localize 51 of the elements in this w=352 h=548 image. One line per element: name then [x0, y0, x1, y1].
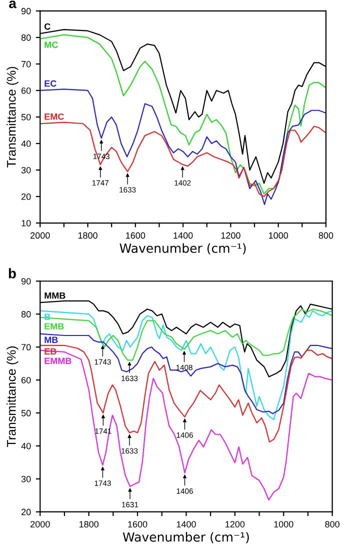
x-tick-label: 1200 [221, 232, 240, 239]
y-tick-label: 40 [21, 442, 31, 450]
x-tick-label: 1200 [226, 521, 245, 528]
line-series [40, 310, 332, 420]
y-tick-label: 90 [21, 8, 31, 14]
x-tick-label: 800 [318, 232, 334, 239]
series-label: MB [44, 336, 58, 343]
x-tick-label: 2000 [30, 521, 50, 528]
x-tick-label: 1400 [176, 521, 196, 528]
y-tick-label: 30 [21, 166, 31, 174]
series-label: EMC [44, 113, 64, 120]
series-label: EMMB [44, 358, 72, 364]
y-axis-title: Transmittance (%) [6, 346, 18, 448]
y-tick-label: 40 [21, 140, 31, 147]
chart-title: b [8, 268, 16, 278]
y-tick-label: 80 [21, 311, 31, 318]
series-label: MMB [44, 292, 66, 299]
chart-title: a [9, 0, 16, 8]
y-tick-label: 90 [21, 278, 31, 284]
x-tick-label: 1800 [79, 521, 99, 528]
series-label: EC [44, 80, 56, 87]
y-tick-label: 80 [21, 34, 31, 41]
x-tick-label: 1000 [268, 232, 288, 239]
series-label: MC [44, 42, 58, 48]
x-tick-label: 2000 [30, 232, 50, 239]
y-tick-label: 60 [22, 376, 31, 384]
y-tick-label: 70 [22, 344, 31, 350]
x-tick-label: 1400 [174, 232, 193, 239]
y-tick-label: 30 [21, 476, 31, 482]
line-series [40, 88, 326, 206]
line-series [40, 122, 326, 198]
x-tick-label: 1600 [126, 232, 146, 239]
x-axis-title: Wavenumber (cm⁻¹) [120, 243, 246, 254]
line-series [40, 333, 332, 414]
y-tick-label: 20 [22, 193, 31, 200]
x-axis-title: Wavenumber (cm⁻¹) [122, 532, 249, 544]
x-tick-label: 1800 [78, 232, 98, 239]
y-tick-label: 50 [21, 410, 31, 416]
y-tick-label: 10 [22, 220, 31, 226]
series-label: C [44, 23, 50, 30]
x-tick-label: 1000 [274, 521, 294, 528]
y-tick-label: 20 [22, 508, 31, 516]
line-series [40, 350, 332, 501]
x-tick-label: 800 [325, 521, 340, 528]
line-series [40, 344, 332, 443]
y-tick-label: 50 [21, 114, 31, 120]
x-tick-label: 1600 [128, 521, 148, 528]
y-tick-label: 60 [22, 87, 31, 94]
y-tick-label: 70 [22, 60, 31, 68]
series-label: EMB [44, 323, 64, 330]
y-axis-title: Transmittance (%) [6, 66, 18, 168]
